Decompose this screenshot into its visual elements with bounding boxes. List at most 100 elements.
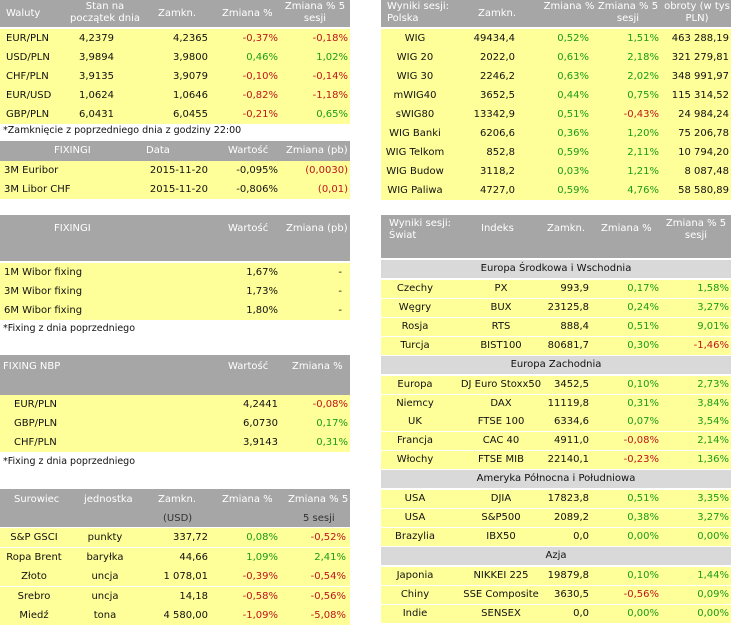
table-row: mWIG40 3652,5 0,44% 0,75% 115 314,52 (381, 86, 731, 105)
index-name: WIG 30 (396, 71, 434, 82)
rate-name: 3M Wibor fixing (4, 286, 83, 297)
change-pct: 0,08% (246, 532, 278, 543)
commodities-header: Surowiec jednostka Zamkn. (USD) Zmiana %… (0, 489, 350, 527)
change-5-sessions: 1,20% (627, 128, 659, 139)
rate-value: 1,67% (246, 267, 278, 278)
close-value: 3652,5 (480, 90, 515, 101)
change-5-sessions: -0,56% (310, 590, 346, 602)
change-pct: -0,23% (623, 454, 659, 466)
group-header: Europa Zachodnia (381, 355, 731, 374)
commodity-name: Złoto (21, 571, 47, 582)
fixing-value: 3,9143 (243, 437, 278, 448)
table-row: WIG 30 2246,2 0,63% 2,02% 348 991,97 (381, 67, 731, 86)
commodity-name: S&P GSCI (10, 532, 58, 543)
table-row: WIG Telkom 852,8 0,59% 2,11% 10 794,20 (381, 143, 731, 162)
col-zmiana: Zmiana % (601, 223, 652, 234)
country-name: USA (404, 512, 426, 523)
turnover: 24 984,24 (678, 109, 729, 120)
pair-name: GBP/PLN (6, 109, 50, 120)
close-value: 3,9800 (173, 52, 208, 63)
table-row: USA DJIA 17823,8 0,51% 3,35% (381, 490, 731, 509)
change-5-sessions: 1,02% (316, 52, 348, 63)
close-value: 23125,8 (547, 301, 589, 313)
index-name: FTSE 100 (477, 416, 525, 428)
col-waluty: Waluty (6, 8, 41, 19)
rate-date: 2015-11-20 (149, 165, 208, 176)
country-name: Węgry (398, 301, 432, 313)
table-row: 3M Wibor fixing 1,73% - (0, 282, 350, 301)
rate-value: 1,80% (246, 305, 278, 316)
change-5-sessions: 1,51% (627, 33, 659, 44)
col-zamkn: Zamkn. (547, 223, 586, 234)
change-pct: -0,82% (242, 90, 278, 101)
change-pct: 0,31% (316, 437, 348, 448)
change-5-sessions: 2,18% (627, 52, 659, 63)
change-pct: -0,39% (242, 571, 278, 582)
change-5-sessions: 2,41% (314, 551, 346, 563)
index-name: mWIG40 (393, 90, 437, 101)
table-row: Złoto uncja 1 078,01 -0,39% -0,54% (0, 567, 350, 586)
pair-name: EUR/PLN (14, 399, 58, 410)
col-zmiana: Zmiana % (222, 494, 273, 505)
index-name: RTS (491, 320, 511, 332)
close-value: 80681,7 (547, 339, 589, 351)
index-name: FTSE MIB (478, 454, 524, 466)
change-pct: 0,17% (627, 283, 659, 294)
change-5-sessions: 3,27% (697, 301, 729, 313)
col-wartosc: Wartość (228, 223, 269, 234)
close-value: 2246,2 (480, 71, 515, 82)
close-value: 4,2365 (173, 33, 208, 44)
turnover: 348 991,97 (671, 71, 729, 82)
country-name: Czechy (396, 283, 434, 294)
col-zmiana: Zmiana % (292, 361, 343, 372)
commodity-unit: uncja (91, 590, 119, 602)
col-stan: Stan na początek dnia (70, 1, 140, 24)
close-value: 4911,0 (554, 435, 589, 447)
close-value: 44,66 (179, 551, 208, 563)
fixing-value: 4,2441 (243, 399, 278, 410)
index-name: IBX50 (486, 530, 516, 542)
table-row: USA S&P500 2089,2 0,38% 3,27% (381, 509, 731, 527)
close-value: 22140,1 (547, 454, 589, 466)
change-5-sessions: -0,43% (623, 109, 659, 120)
table-row: WIG Paliwa 4727,0 0,59% 4,76% 58 580,89 (381, 181, 731, 200)
change-pct: 0,31% (627, 397, 659, 409)
change-5-sessions: -0,54% (310, 571, 346, 582)
table-row: Niemcy DAX 11119,8 0,31% 3,84% (381, 394, 731, 413)
fixing-ibor-table: FIXINGI Data Wartość Zmiana (pb) 3M Euri… (0, 141, 350, 199)
index-name: WIG 20 (396, 52, 434, 63)
index-name: NIKKEI 225 (473, 569, 529, 581)
col-zmiana5: Zmiana % 5 sesji (597, 1, 659, 24)
change-5-sessions: 0,75% (627, 90, 659, 101)
close-value: 2022,0 (480, 52, 515, 63)
change-pct: 0,00% (627, 607, 659, 619)
change-pct: -1,09% (242, 610, 278, 621)
table-row: Brazylia IBX50 0,0 0,00% 0,00% (381, 527, 731, 546)
commodity-unit: punkty (87, 532, 123, 543)
change-pct: 0,36% (557, 128, 589, 139)
table-row: S&P GSCI punkty 337,72 0,08% -0,52% (0, 528, 350, 547)
change-5-sessions: 0,09% (697, 588, 729, 600)
pair-name: USD/PLN (6, 52, 50, 63)
col-jednostka: jednostka (84, 494, 133, 505)
change-pct: 0,46% (246, 52, 278, 63)
rate-name: 3M Libor CHF (4, 184, 71, 195)
close-value: 1 078,01 (163, 571, 208, 582)
open-value: 6,0431 (79, 109, 114, 120)
change-pct: 0,63% (557, 71, 589, 82)
rate-change: - (338, 267, 342, 278)
index-name: SENSEX (481, 607, 521, 619)
change-pct: 0,00% (627, 530, 659, 542)
index-name: WIG Budow (386, 166, 444, 177)
table-row: Ropa Brent baryłka 44,66 1,09% 2,41% (0, 547, 350, 567)
commodity-unit: tona (93, 610, 117, 621)
table-row: Francja CAC 40 4911,0 -0,08% 2,14% (381, 432, 731, 451)
turnover: 10 794,20 (678, 147, 729, 158)
close-value: 3,9079 (173, 71, 208, 82)
change-5-sessions: 4,76% (627, 185, 659, 196)
index-name: DAX (490, 397, 512, 409)
table-row: Węgry BUX 23125,8 0,24% 3,27% (381, 298, 731, 317)
table-row: Japonia NIKKEI 225 19879,8 0,10% 1,44% (381, 566, 731, 585)
change-5-sessions: 2,73% (697, 378, 729, 390)
change-pct: 0,07% (627, 416, 659, 428)
